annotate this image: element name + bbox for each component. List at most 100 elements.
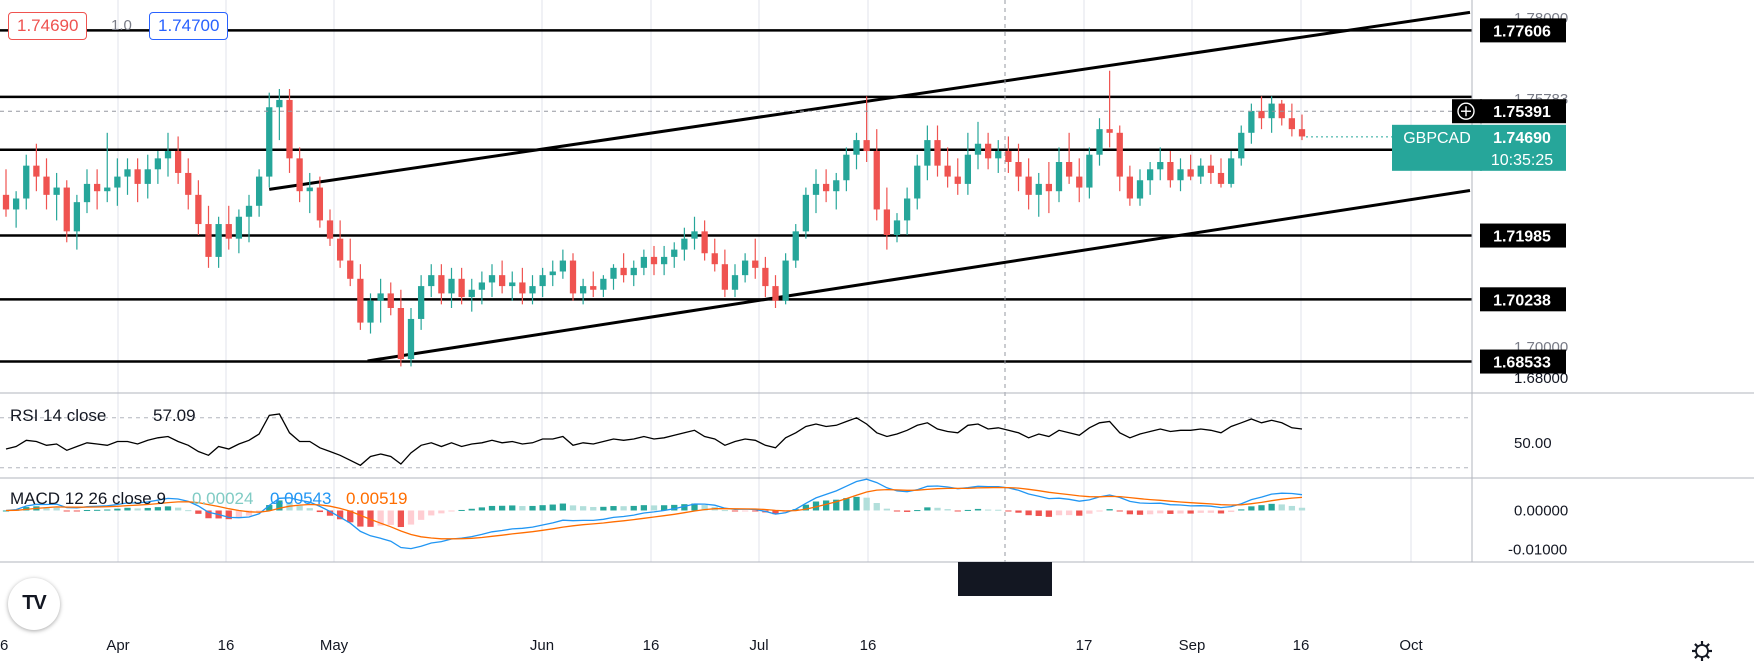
macd-histogram-bar xyxy=(944,509,951,511)
candle xyxy=(539,267,546,298)
candle xyxy=(630,260,637,287)
macd-histogram-bar xyxy=(701,504,708,511)
candle xyxy=(43,158,50,210)
candle-body xyxy=(114,176,121,188)
level-price-text: 1.77606 xyxy=(1493,23,1551,40)
candle-body xyxy=(610,267,617,279)
bid-price-box[interactable]: 1.74690 xyxy=(8,12,88,40)
candle-body xyxy=(1025,176,1032,195)
level-price-text: 1.68533 xyxy=(1493,355,1551,372)
candle-body xyxy=(539,275,546,287)
tradingview-logo[interactable]: TV xyxy=(8,578,60,630)
candle-body xyxy=(893,220,901,235)
candle xyxy=(367,293,374,334)
candle xyxy=(2,169,10,217)
macd-histogram-bar xyxy=(620,506,627,511)
candle xyxy=(1045,162,1053,214)
candle xyxy=(23,154,30,210)
candle xyxy=(893,213,901,243)
trendline-upper xyxy=(268,10,1471,191)
macd-histogram-bar xyxy=(974,508,982,511)
candle-body xyxy=(417,286,425,319)
candle-body xyxy=(488,275,496,283)
spread-value: 1.0 xyxy=(111,17,132,34)
candle-body xyxy=(357,278,364,323)
candle-body xyxy=(772,286,779,301)
macd-histogram-bar xyxy=(590,506,597,511)
candle xyxy=(347,238,354,287)
candle xyxy=(579,278,587,305)
macd-histogram-bar xyxy=(1065,510,1073,516)
candle xyxy=(1086,147,1093,199)
candle xyxy=(448,267,455,308)
macd-histogram-bar xyxy=(1157,510,1164,514)
macd-histogram-bar xyxy=(397,510,405,528)
candle-body xyxy=(134,169,141,184)
macd-histogram-bar xyxy=(822,500,830,511)
price-scale-labels: 1.776061.743351.719851.702381.685331.753… xyxy=(1392,18,1566,374)
macd-histogram-bar xyxy=(1167,510,1174,514)
candle xyxy=(53,172,60,221)
ask-price-box[interactable]: 1.74700 xyxy=(149,12,229,40)
candle-body xyxy=(63,187,70,232)
macd-histogram-bar xyxy=(873,503,880,511)
candle-body xyxy=(306,187,313,192)
tradingview-logo-icon: TV xyxy=(22,592,47,614)
candle xyxy=(1106,70,1113,148)
macd-histogram-bar xyxy=(195,510,202,514)
candle-body xyxy=(1238,132,1245,159)
candle-body xyxy=(144,169,151,184)
candle xyxy=(195,180,202,235)
candle-body xyxy=(1187,169,1194,177)
macd-histogram-bar xyxy=(1116,510,1123,512)
macd-histogram-bar xyxy=(752,510,759,512)
candle xyxy=(782,253,789,305)
candle-body xyxy=(154,158,162,170)
macd-histogram-bar xyxy=(964,509,972,511)
macd-histogram-bar xyxy=(1136,510,1144,515)
candle-body xyxy=(468,289,475,298)
candle-body xyxy=(630,267,637,276)
candle xyxy=(286,89,293,173)
candle-body xyxy=(1096,129,1103,155)
crosshair-date-text: 05 Aug '21 xyxy=(970,637,1040,654)
level-price-label xyxy=(1480,223,1566,248)
candle-body xyxy=(620,267,627,276)
macd-histogram-bar xyxy=(63,510,70,512)
macd-histogram-bar xyxy=(468,508,475,511)
candle-body xyxy=(93,183,101,192)
candle-body xyxy=(316,187,324,221)
candle xyxy=(640,249,648,276)
candle-body xyxy=(812,183,820,195)
last-price-text: 1.74690 xyxy=(1493,130,1551,147)
symbol-name-label xyxy=(1392,124,1482,171)
time-tick: Oct xyxy=(1399,637,1423,654)
candle xyxy=(296,147,303,203)
candle xyxy=(255,169,263,217)
candle-body xyxy=(377,293,384,301)
candle xyxy=(762,256,769,298)
macd-histogram-bar xyxy=(630,505,637,511)
candle xyxy=(316,176,324,228)
macd-histogram-bar xyxy=(235,510,243,518)
candle-body xyxy=(863,140,870,152)
macd-histogram-bar xyxy=(73,510,81,512)
candle-body xyxy=(245,205,253,217)
candle-body xyxy=(83,183,91,203)
candle-body xyxy=(529,286,536,294)
settings-gear-icon[interactable] xyxy=(1692,641,1712,661)
candle xyxy=(731,264,739,298)
macd-histogram-bar xyxy=(1248,506,1255,511)
level-price-text: 1.71985 xyxy=(1493,229,1551,246)
candle-body xyxy=(23,165,30,199)
time-tick: 16 xyxy=(218,637,235,654)
time-tick: 6 xyxy=(0,637,8,654)
macd-histogram-bar xyxy=(407,510,415,525)
candle-body xyxy=(660,256,668,265)
candle xyxy=(63,180,70,243)
candle xyxy=(336,220,344,268)
candle-body xyxy=(73,202,81,232)
candlestick-series xyxy=(2,70,1472,367)
macd-histogram-bar xyxy=(1126,510,1134,515)
